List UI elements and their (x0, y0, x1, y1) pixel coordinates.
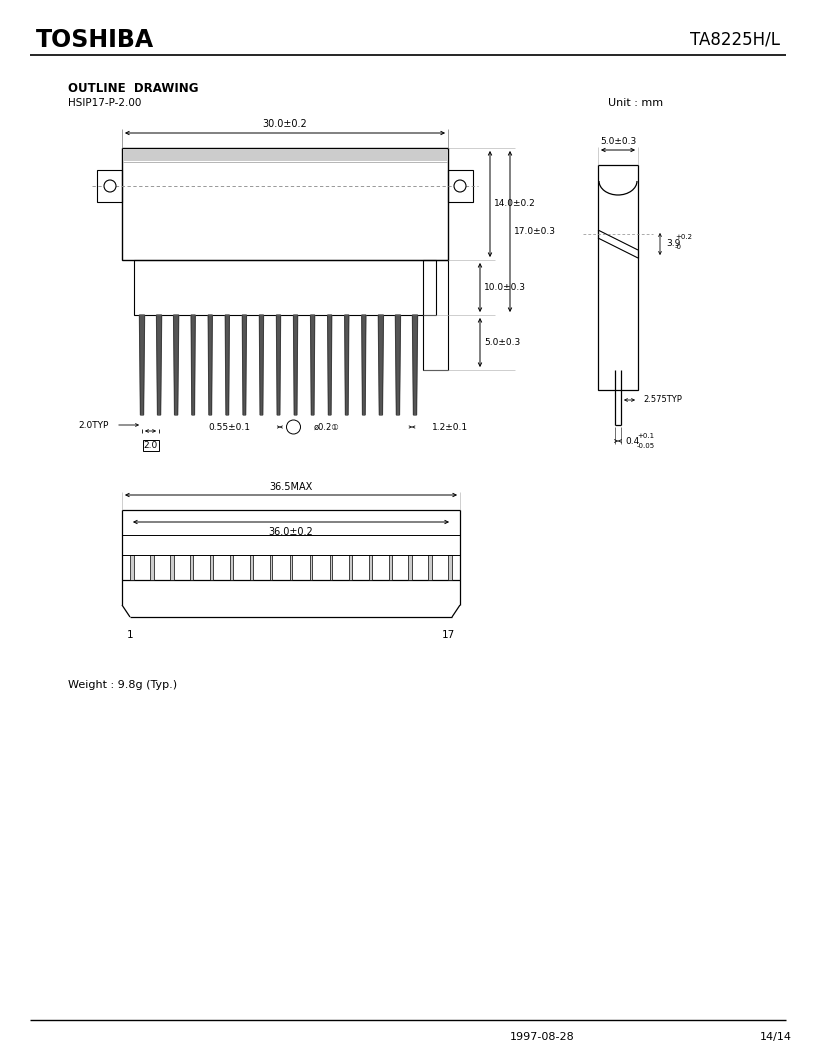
Bar (423, 260, 448, 370)
Text: OUTLINE  DRAWING: OUTLINE DRAWING (68, 81, 198, 94)
Bar (389, 555, 392, 580)
Bar (408, 555, 412, 580)
Bar (330, 555, 332, 580)
Text: 5.0±0.3: 5.0±0.3 (484, 338, 521, 347)
Text: Weight : 9.8g (Typ.): Weight : 9.8g (Typ.) (68, 680, 177, 690)
Bar (448, 170, 473, 202)
Text: 2.0: 2.0 (144, 440, 157, 450)
Polygon shape (344, 315, 348, 415)
Polygon shape (208, 315, 212, 415)
Bar (270, 555, 273, 580)
Polygon shape (191, 315, 195, 415)
Polygon shape (413, 315, 418, 415)
Text: 14.0±0.2: 14.0±0.2 (494, 200, 536, 208)
Polygon shape (174, 315, 179, 415)
Polygon shape (396, 315, 401, 415)
Text: -0.05: -0.05 (637, 444, 655, 449)
Bar (428, 555, 432, 580)
Bar (130, 555, 134, 580)
Text: 3.9: 3.9 (666, 240, 681, 248)
Text: 2.0TYP: 2.0TYP (78, 420, 109, 430)
Polygon shape (242, 315, 246, 415)
Bar (190, 555, 193, 580)
Bar (123, 149, 447, 161)
Bar (122, 148, 448, 260)
Text: 36.0±0.2: 36.0±0.2 (268, 527, 313, 538)
Circle shape (104, 180, 116, 192)
Polygon shape (379, 315, 384, 415)
Bar (122, 510, 460, 580)
Text: 14/14: 14/14 (760, 1032, 792, 1042)
Polygon shape (311, 315, 315, 415)
Text: HSIP17-P-2.00: HSIP17-P-2.00 (68, 98, 141, 108)
Bar (170, 555, 174, 580)
Bar (143, 440, 158, 451)
Polygon shape (328, 315, 331, 415)
Polygon shape (140, 315, 144, 415)
Text: TA8225H/L: TA8225H/L (690, 31, 780, 49)
Text: 1.2±0.1: 1.2±0.1 (432, 422, 468, 432)
Bar (250, 555, 252, 580)
Text: +0.1: +0.1 (637, 433, 654, 439)
Polygon shape (225, 315, 229, 415)
Bar (448, 555, 452, 580)
Text: Unit : mm: Unit : mm (608, 98, 663, 108)
Bar (598, 165, 638, 390)
Bar (134, 260, 436, 315)
Text: 0.55±0.1: 0.55±0.1 (209, 422, 251, 432)
Text: TOSHIBA: TOSHIBA (36, 29, 154, 52)
Bar (290, 555, 292, 580)
Circle shape (286, 420, 300, 434)
Text: +0.2: +0.2 (675, 234, 692, 240)
Text: 10.0±0.3: 10.0±0.3 (484, 283, 526, 293)
Text: -0: -0 (675, 244, 682, 250)
Bar (309, 555, 313, 580)
Polygon shape (157, 315, 162, 415)
Text: 0.4: 0.4 (625, 436, 639, 446)
Text: 17: 17 (441, 630, 455, 640)
Polygon shape (277, 315, 281, 415)
Text: ø0.2①: ø0.2① (313, 422, 339, 432)
Circle shape (454, 180, 466, 192)
Polygon shape (361, 315, 366, 415)
Text: 2.575TYP: 2.575TYP (643, 395, 682, 403)
Text: 5.0±0.3: 5.0±0.3 (600, 136, 636, 146)
Bar (150, 555, 154, 580)
Bar (370, 555, 372, 580)
Polygon shape (259, 315, 264, 415)
Text: 36.5MAX: 36.5MAX (269, 482, 313, 492)
Text: 17.0±0.3: 17.0±0.3 (514, 227, 556, 235)
Polygon shape (294, 315, 298, 415)
Bar (349, 555, 352, 580)
Text: 30.0±0.2: 30.0±0.2 (263, 119, 308, 129)
Bar (230, 555, 233, 580)
Text: 1997-08-28: 1997-08-28 (510, 1032, 574, 1042)
Bar (211, 555, 213, 580)
Bar (97, 170, 122, 202)
Text: 1: 1 (127, 630, 134, 640)
